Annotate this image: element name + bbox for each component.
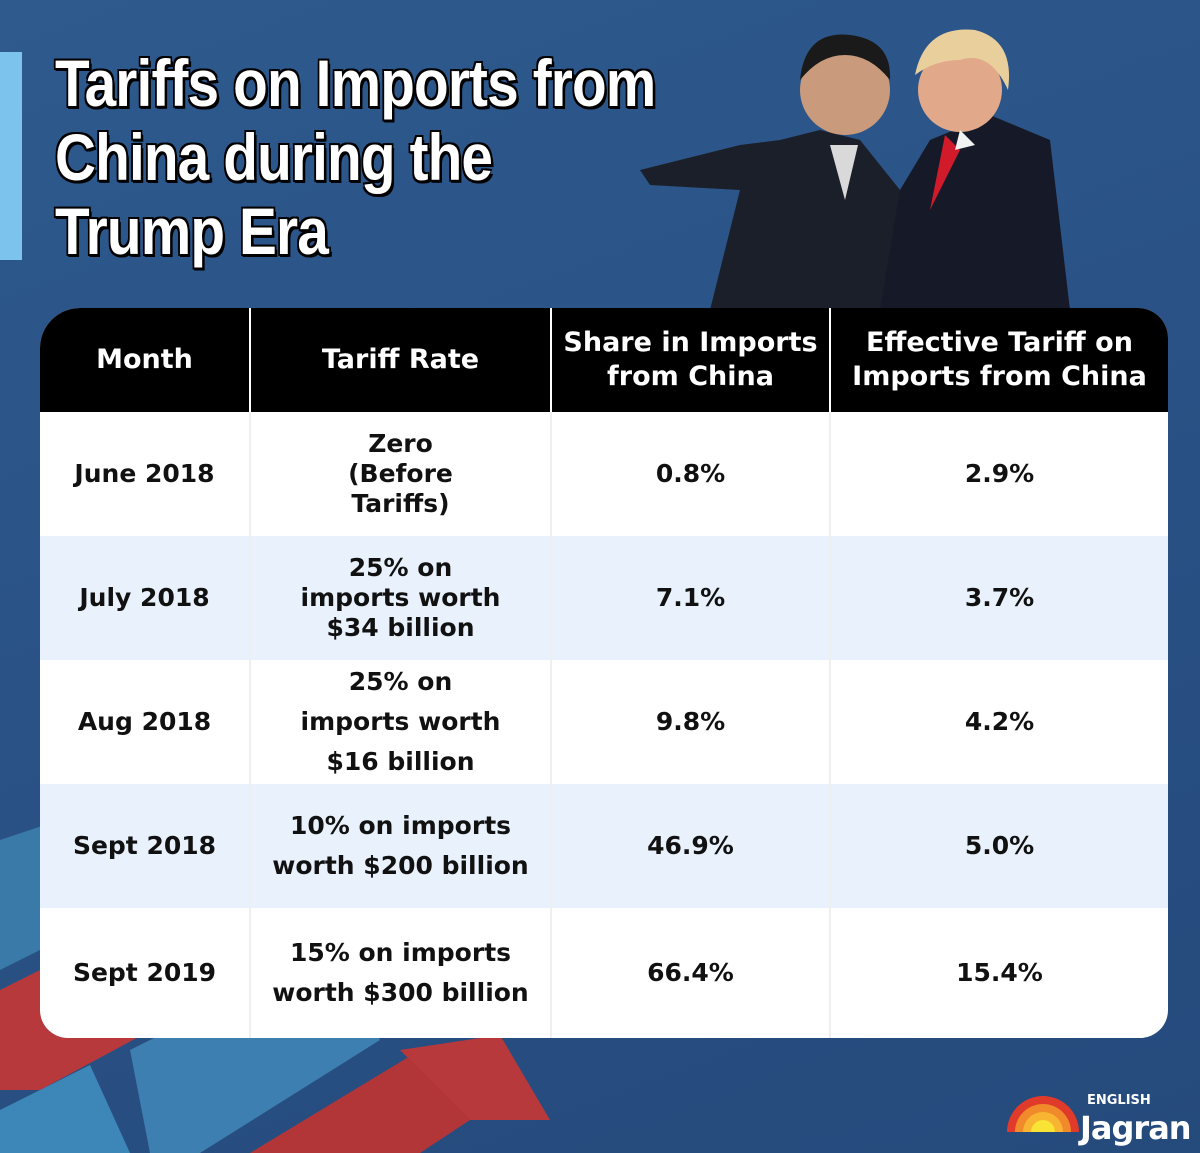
header-month: Month	[40, 308, 249, 412]
cell-effective: 2.9%	[964, 459, 1035, 488]
cell-month: June 2018	[74, 459, 215, 488]
cell-rate: 25% on imports worth $16 billion	[300, 667, 501, 776]
table-row: Sept 2018 10% on imports worth $200 bill…	[40, 784, 1168, 908]
cell-rate: 10% on imports worth $200 billion	[251, 784, 550, 908]
cell-share: 46.9%	[552, 784, 829, 908]
cell-effective: 5.0%	[831, 784, 1168, 908]
leaders-photo	[640, 29, 1070, 310]
table-row: Aug 2018 25% on imports worth $16 billio…	[40, 660, 1168, 784]
table-row: June 2018 Zero (Before Tariffs) 0.8% 2.9…	[40, 412, 1168, 536]
cell-effective: 15.4%	[956, 958, 1043, 987]
header-effective-tariff: Effective Tariff on Imports from China	[831, 308, 1168, 412]
cell-month: Sept 2018	[40, 784, 249, 908]
tariff-table: Month Tariff Rate Share in Imports from …	[40, 308, 1168, 1038]
table-row: Sept 2019 15% on imports worth $300 bill…	[40, 908, 1168, 1038]
cell-month: Sept 2019	[72, 958, 217, 987]
cell-rate: Zero (Before Tariffs)	[348, 429, 453, 518]
cell-effective: 3.7%	[831, 536, 1168, 660]
cell-share: 9.8%	[655, 707, 726, 736]
cell-month: July 2018	[40, 536, 249, 660]
title-line: Trump Era	[55, 194, 329, 268]
cell-share: 7.1%	[552, 536, 829, 660]
table-row: July 2018 25% on imports worth $34 billi…	[40, 536, 1168, 660]
jagran-logo-icon	[1007, 1096, 1079, 1132]
title-line: China during the	[55, 120, 493, 194]
table-header-row: Month Tariff Rate Share in Imports from …	[40, 308, 1168, 412]
header-share: Share in Imports from China	[552, 308, 829, 412]
cell-rate: 15% on imports worth $300 billion	[272, 938, 529, 1007]
header-tariff-rate: Tariff Rate	[251, 308, 550, 412]
logo-english-text: ENGLISH	[1087, 1093, 1151, 1108]
logo-jagran-text: Jagran	[1080, 1109, 1192, 1147]
cell-share: 66.4%	[647, 958, 734, 987]
title-line: Tariffs on Imports from	[55, 46, 656, 120]
cell-month: Aug 2018	[77, 707, 212, 736]
cell-rate: 25% on imports worth $34 billion	[251, 536, 550, 660]
cell-effective: 4.2%	[964, 707, 1035, 736]
accent-bar	[0, 52, 22, 260]
cell-share: 0.8%	[655, 459, 726, 488]
page-title: Tariffs on Imports from China during the…	[55, 46, 656, 268]
